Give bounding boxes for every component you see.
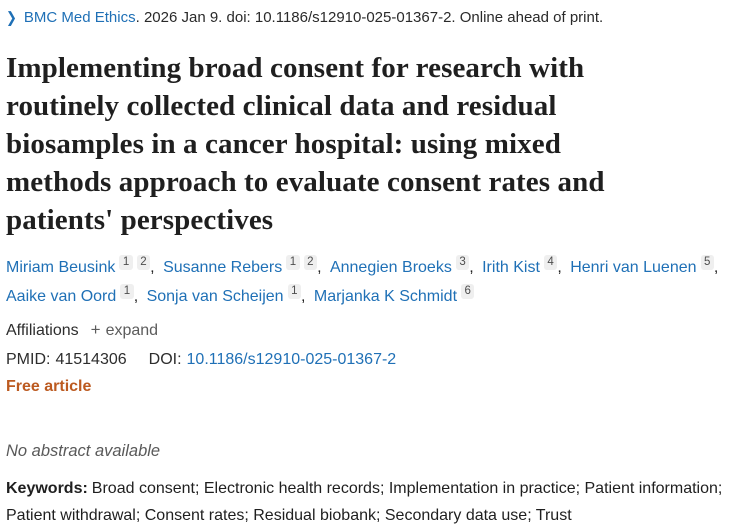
author-link[interactable]: Marjanka K Schmidt <box>313 288 458 305</box>
pmid-group: PMID: 41514306 <box>6 351 127 368</box>
author-separator: , <box>557 259 567 276</box>
doi-group: DOI: 10.1186/s12910-025-01367-2 <box>149 351 397 368</box>
author-item: Irith Kist 4 <box>482 255 558 276</box>
author-link[interactable]: Sonja van Scheijen <box>146 288 284 305</box>
author-link[interactable]: Annegien Broeks <box>329 259 452 276</box>
doi-link[interactable]: 10.1186/s12910-025-01367-2 <box>186 351 397 368</box>
author-item: Susanne Rebers 1 2 <box>163 255 318 276</box>
journal-link[interactable]: BMC Med Ethics <box>23 9 136 26</box>
author-item: Henri van Luenen 5 <box>570 255 714 276</box>
doi-label: DOI: <box>148 351 182 368</box>
author-link[interactable]: Susanne Rebers <box>163 259 283 276</box>
journal-citation-bar: ❯ BMC Med Ethics. 2026 Jan 9. doi: 10.118… <box>6 8 746 28</box>
author-affiliation-sup: 1 <box>286 255 300 270</box>
citation-text: . 2026 Jan 9. doi: 10.1186/s12910-025-01… <box>135 9 604 26</box>
author-separator: , <box>317 259 326 276</box>
keywords-paragraph: Keywords: Broad consent; Electronic healt… <box>6 475 746 529</box>
author-link[interactable]: Aaike van Oord <box>6 288 117 305</box>
expand-affiliations-button[interactable]: + expand <box>91 320 158 340</box>
affiliations-row: Affiliations + expand <box>6 320 746 341</box>
author-separator: , <box>300 288 310 305</box>
author-affiliation-sup: 2 <box>136 255 151 270</box>
author-link[interactable]: Irith Kist <box>482 259 540 276</box>
author-separator: , <box>469 259 479 276</box>
pmid-value: 41514306 <box>55 351 127 368</box>
author-item: Sonja van Scheijen 1 <box>146 284 301 305</box>
keywords-text: Broad consent; Electronic health records… <box>6 480 723 524</box>
author-link[interactable]: Miriam Beusink <box>6 259 116 276</box>
author-affiliation-sup: 3 <box>455 255 470 270</box>
author-item: Miriam Beusink 1 2 <box>6 255 151 276</box>
author-affiliation-sup: 2 <box>303 255 318 270</box>
author-affiliation-sup: 4 <box>543 255 558 270</box>
keywords-label: Keywords: <box>6 480 88 497</box>
author-item: Annegien Broeks 3 <box>329 255 470 276</box>
author-item: Aaike van Oord 1 <box>6 284 134 305</box>
page-title: Implementing broad consent for research … <box>6 52 605 236</box>
expand-label: expand <box>105 322 159 339</box>
chevron-right-icon[interactable]: ❯ <box>6 8 17 27</box>
identifiers-row: PMID: 41514306 DOI: 10.1186/s12910-025-0136… <box>6 350 746 370</box>
author-affiliation-sup: 1 <box>120 284 134 299</box>
affiliations-label: Affiliations <box>6 322 79 339</box>
authors-list: Miriam Beusink 1 2, Susanne Rebers 1 2, Anne… <box>6 253 746 311</box>
author-affiliation-sup: 6 <box>461 284 475 299</box>
author-separator: , <box>713 259 719 276</box>
free-article-badge: Free article <box>6 378 92 395</box>
author-separator: , <box>150 259 160 276</box>
pmid-label: PMID: <box>6 351 51 368</box>
author-separator: , <box>133 288 143 305</box>
author-affiliation-sup: 1 <box>119 255 133 270</box>
author-affiliation-sup: 5 <box>700 255 714 270</box>
author-affiliation-sup: 1 <box>287 284 301 299</box>
author-item: Marjanka K Schmidt 6 <box>313 284 475 305</box>
abstract-notice: No abstract available <box>6 442 161 460</box>
author-link[interactable]: Henri van Luenen <box>570 259 697 276</box>
plus-icon: + <box>90 320 101 339</box>
